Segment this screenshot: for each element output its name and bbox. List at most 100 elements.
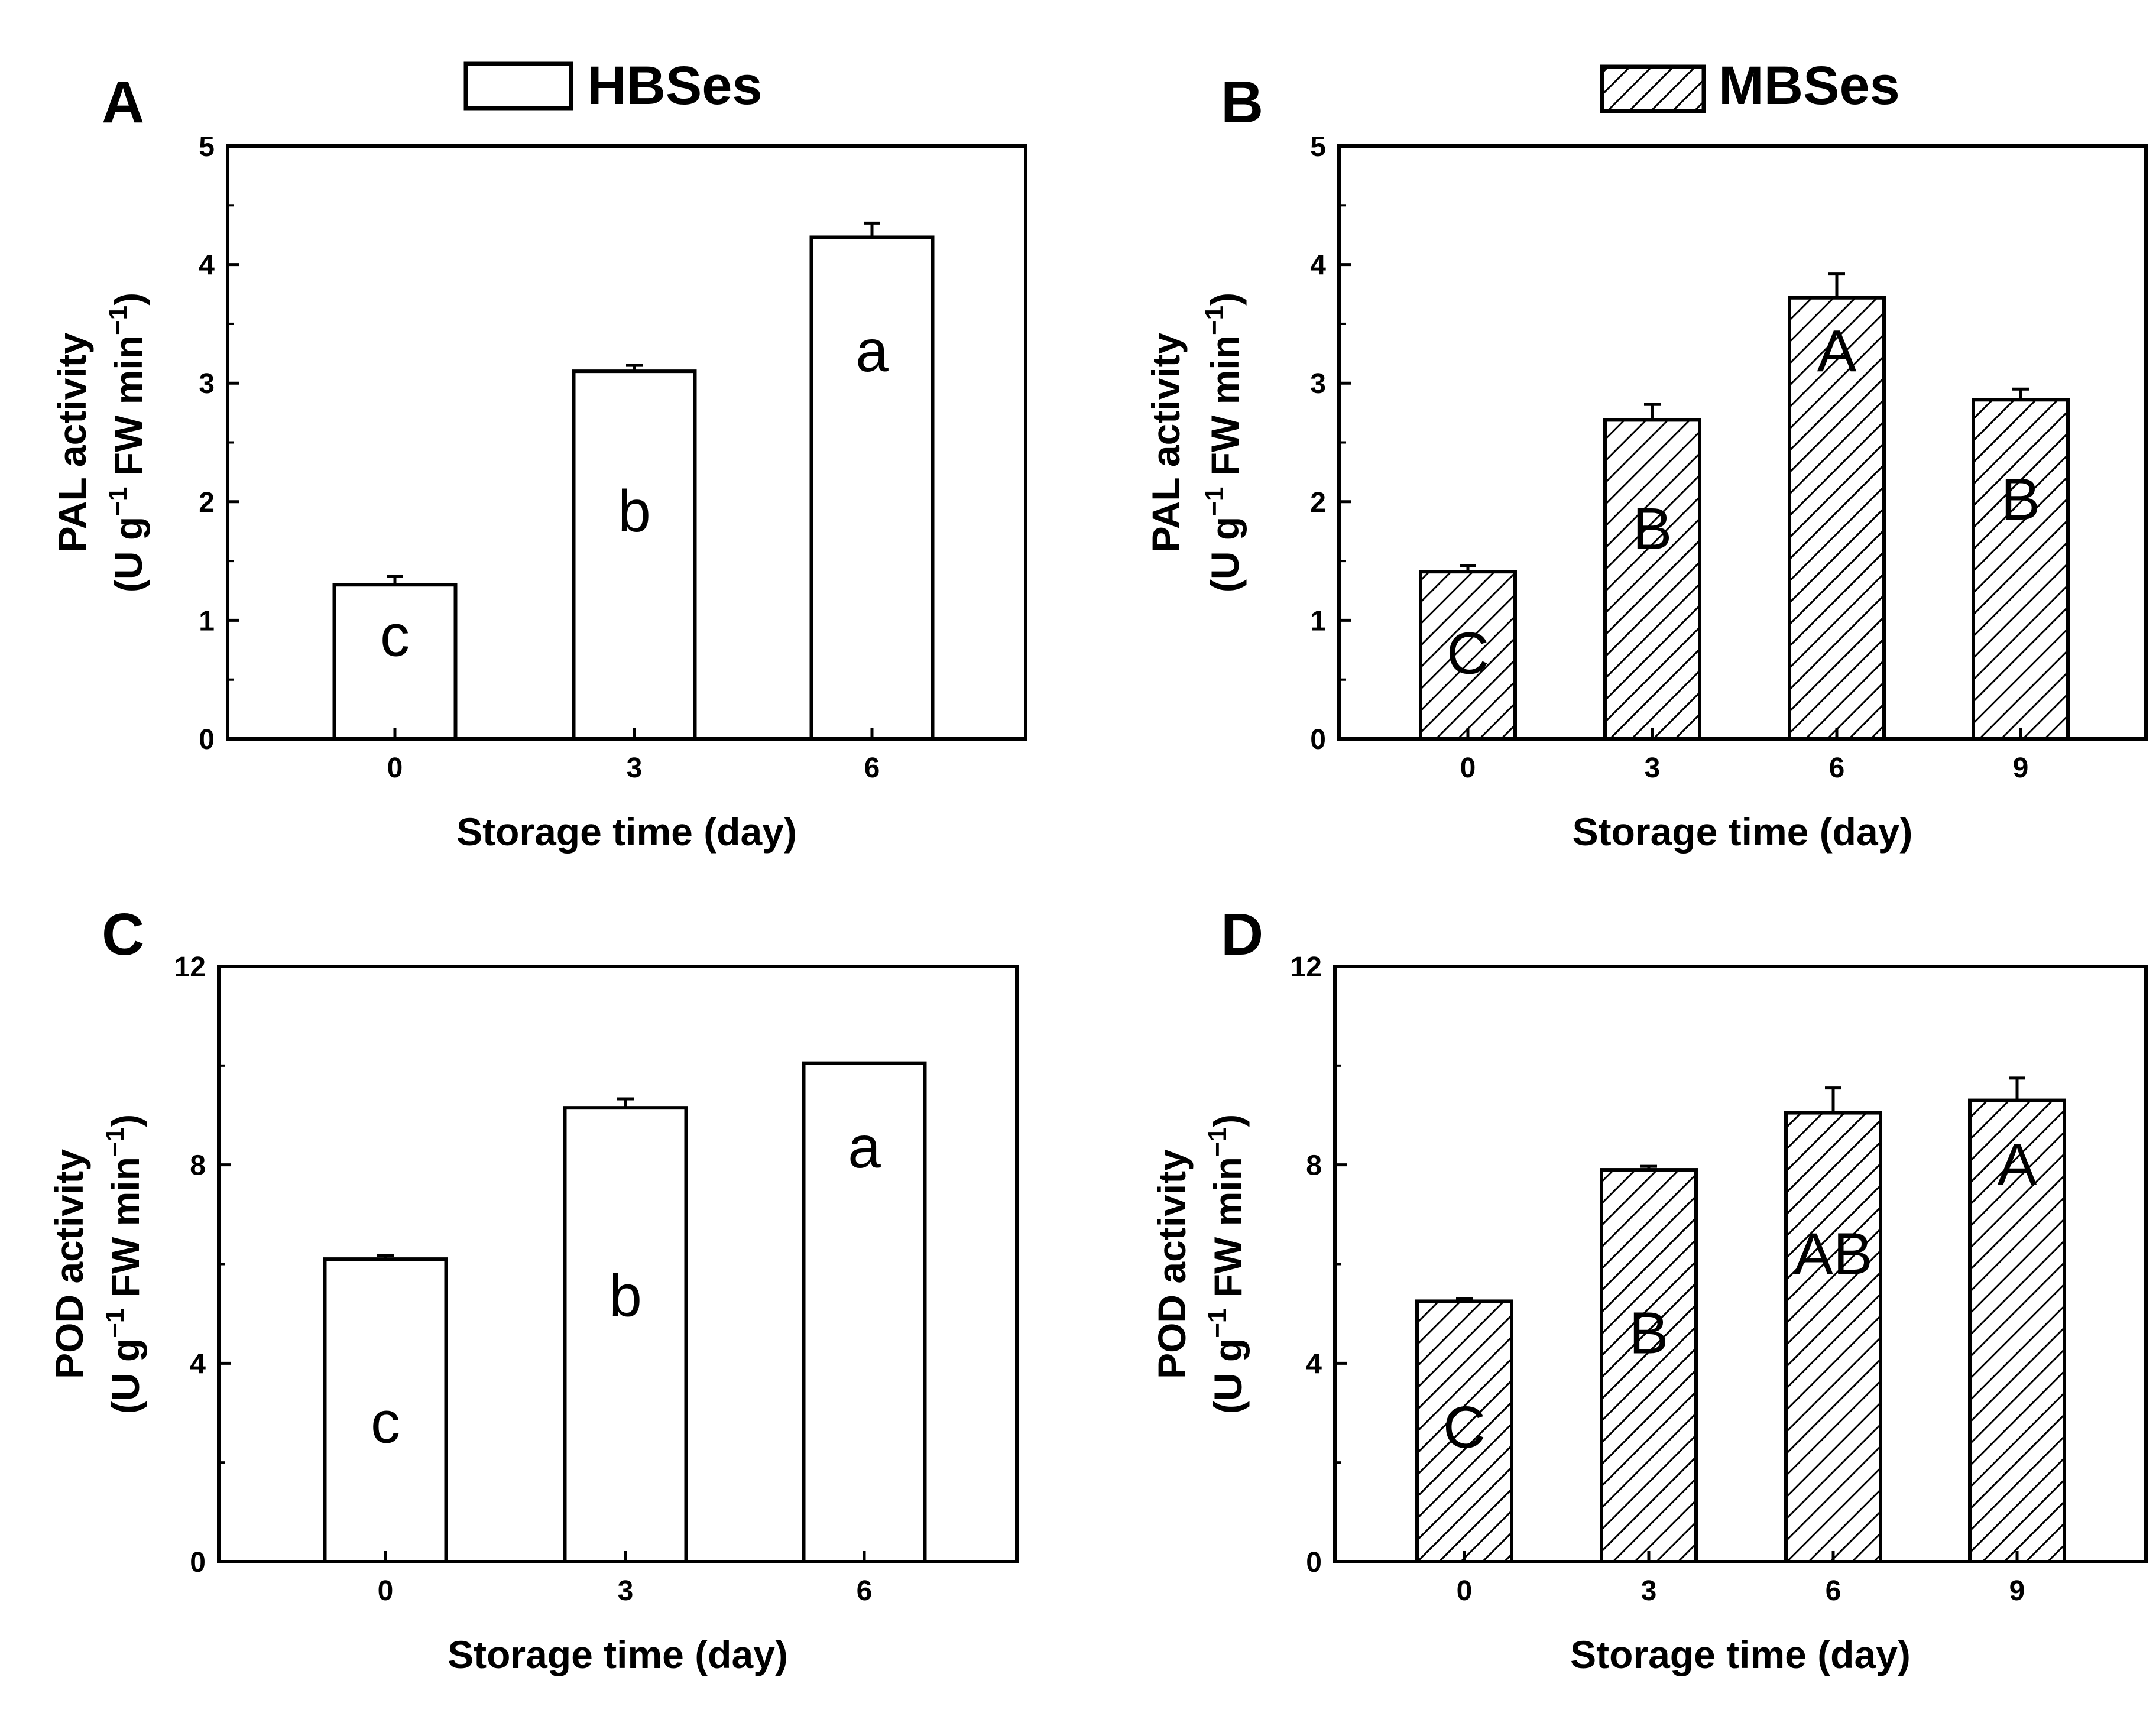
- y-axis-label-line2: (U g−1 FW min−1): [103, 293, 150, 592]
- bar: [809, 235, 935, 741]
- y-tick-label: 4: [190, 1348, 206, 1380]
- significance-letter: B: [2001, 466, 2041, 533]
- bar: [1415, 1299, 1513, 1563]
- ylabel-superscript: −1: [103, 306, 132, 335]
- bar: [563, 1106, 688, 1563]
- y-tick-label: 5: [1310, 131, 1326, 163]
- x-tick-label: 3: [1641, 1575, 1657, 1607]
- significance-letter: C: [1447, 621, 1489, 687]
- bar: [1972, 398, 2070, 741]
- ylabel-superscript: −1: [1203, 1127, 1232, 1157]
- y-tick-label: 0: [190, 1547, 206, 1578]
- ylabel-text: (U g: [1206, 1338, 1250, 1414]
- ylabel-text: ): [103, 1114, 147, 1127]
- y-tick-label: 4: [199, 250, 215, 281]
- panel-letter: C: [102, 901, 144, 968]
- significance-letter: A: [1817, 318, 1857, 384]
- significance-letter: C: [1443, 1394, 1486, 1461]
- x-axis-label: Storage time (day): [456, 810, 797, 854]
- significance-letter: c: [380, 603, 410, 669]
- y-tick-label: 2: [1310, 487, 1326, 518]
- significance-letter: a: [855, 318, 889, 384]
- x-tick-label: 6: [1826, 1575, 1841, 1607]
- ylabel-superscript: −1: [1200, 487, 1229, 517]
- ylabel-superscript: −1: [1203, 1309, 1232, 1338]
- ylabel-superscript: −1: [1200, 306, 1229, 335]
- legend-mbses: MBSes: [1600, 56, 1900, 116]
- panel-letter: D: [1221, 901, 1263, 968]
- significance-letter: A: [1998, 1131, 2037, 1198]
- x-tick-label: 6: [1829, 752, 1845, 784]
- legend-swatch-mbses: [1600, 64, 1706, 113]
- x-axis-label: Storage time (day): [1570, 1633, 1911, 1676]
- ylabel-text: ): [106, 293, 150, 306]
- bar: [1788, 296, 1886, 741]
- y-axis-label-line2: (U g−1 FW min−1): [100, 1114, 147, 1414]
- legend-label-hbses: HBSes: [587, 56, 763, 116]
- x-tick-label: 3: [1645, 752, 1661, 784]
- y-axis-label-line1: POD activity: [1150, 1149, 1194, 1379]
- y-tick-label: 8: [190, 1150, 206, 1182]
- significance-letter: b: [609, 1263, 642, 1329]
- x-tick-label: 6: [857, 1575, 873, 1607]
- plot-frame: [226, 144, 1027, 741]
- ylabel-text: ): [1203, 293, 1247, 306]
- ylabel-text: FW min: [106, 335, 150, 487]
- x-axis-label: Storage time (day): [448, 1633, 788, 1676]
- plot-frame: [1337, 144, 2148, 741]
- y-tick-label: 0: [1306, 1547, 1322, 1578]
- y-axis-label-line1: PAL activity: [50, 332, 94, 552]
- significance-letter: AB: [1794, 1221, 1872, 1287]
- panel-d: D C 0 B 3 AB 6 A 9 0 4 8 12 Storage time (day) POD act…: [1150, 901, 2148, 1676]
- y-tick-label: 0: [1310, 724, 1326, 755]
- x-tick-label: 0: [1460, 752, 1476, 784]
- y-tick-label: 1: [199, 605, 215, 637]
- y-axis-label-line1: POD activity: [47, 1149, 91, 1379]
- y-tick-label: 0: [199, 724, 215, 755]
- panel-c: Cc 0 b 3 a 6 0 4 8 12 Storage time (day) POD activi…: [47, 901, 1019, 1676]
- significance-letter: B: [1629, 1300, 1669, 1367]
- significance-letter: a: [848, 1114, 881, 1180]
- x-tick-label: 9: [2013, 752, 2029, 784]
- bar: [572, 369, 697, 741]
- y-tick-label: 5: [199, 131, 215, 163]
- y-axis-label-line1: PAL activity: [1144, 332, 1188, 552]
- panel-a: Ac 0 b 3 a 6 0 1 2 3 4 5 Storage time (day) PAL activ…: [50, 69, 1027, 854]
- bar: [802, 1061, 927, 1563]
- legend-label-mbses: MBSes: [1719, 56, 1900, 116]
- y-tick-label: 1: [1310, 605, 1326, 637]
- x-tick-label: 0: [1457, 1575, 1473, 1607]
- significance-letter: b: [618, 478, 651, 544]
- bar: [1603, 418, 1701, 741]
- bar: [1784, 1111, 1882, 1564]
- bar: [1600, 1168, 1698, 1563]
- panel-letter: B: [1221, 69, 1263, 135]
- ylabel-text: FW min: [103, 1157, 147, 1309]
- ylabel-superscript: −1: [103, 487, 132, 517]
- bar: [323, 1257, 448, 1564]
- x-tick-label: 6: [864, 752, 880, 784]
- significance-letter: B: [1633, 496, 1672, 562]
- ylabel-text: (U g: [103, 1338, 147, 1414]
- y-tick-label: 3: [1310, 368, 1326, 400]
- ylabel-superscript: −1: [100, 1127, 129, 1157]
- x-tick-label: 9: [2009, 1575, 2025, 1607]
- ylabel-text: (U g: [1203, 517, 1247, 592]
- significance-letter: c: [371, 1390, 400, 1456]
- plot-frame: [217, 965, 1019, 1563]
- legend-hbses: HBSes: [463, 56, 763, 116]
- bar: [332, 583, 458, 741]
- y-tick-label: 4: [1310, 250, 1326, 281]
- y-axis-label-line2: (U g−1 FW min−1): [1203, 1114, 1250, 1414]
- ylabel-superscript: −1: [100, 1309, 129, 1338]
- y-tick-label: 12: [1291, 952, 1322, 983]
- x-tick-label: 3: [618, 1575, 634, 1607]
- ylabel-text: FW min: [1206, 1157, 1250, 1309]
- legend-swatch-hbses: [463, 61, 573, 111]
- y-tick-label: 12: [174, 952, 206, 983]
- x-tick-label: 3: [627, 752, 643, 784]
- panel-letter: A: [102, 69, 144, 135]
- ylabel-text: FW min: [1203, 335, 1247, 487]
